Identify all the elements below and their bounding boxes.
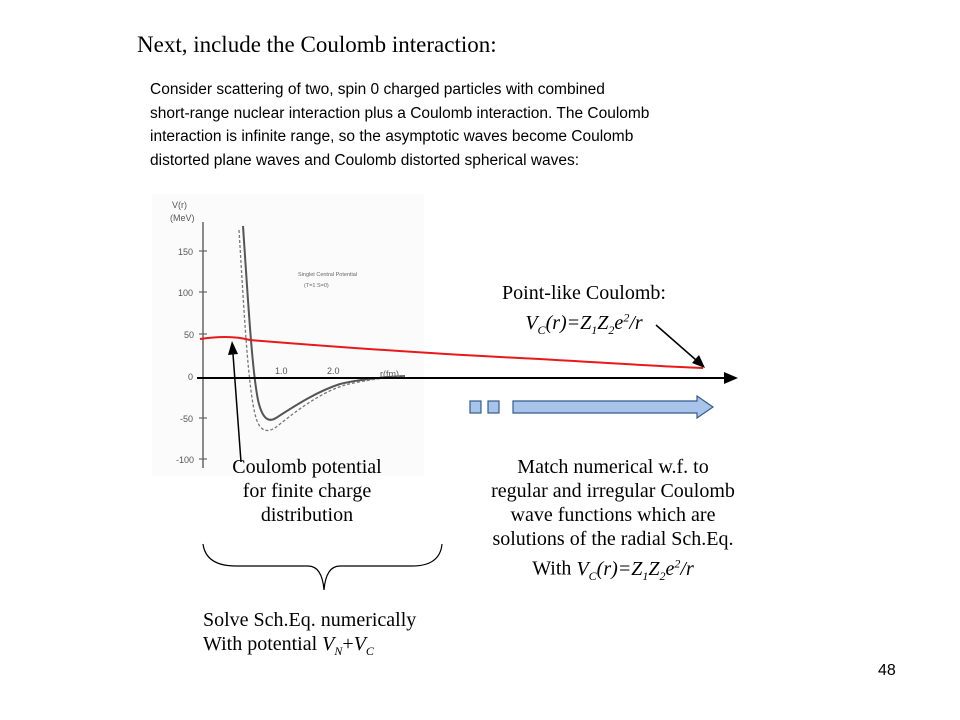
match-line: wave functions which are [510,504,716,526]
r-axis-arrowhead [724,372,738,384]
wave-arrow [512,394,715,420]
wave-block [487,400,500,414]
scan-ytick-label: 0 [188,372,193,382]
match-line: regular and irregular Coulomb [491,480,735,502]
wave-block [469,400,482,414]
point-like-label: Point-like Coulomb: VC(r)=Z1Z2e2/r [450,281,718,342]
finite-charge-pointer [232,353,242,463]
finite-charge-line: distribution [260,504,354,526]
finite-charge-label: Coulomb potential for finite charge dist… [196,455,418,527]
nuclear-potential-curve [242,225,406,421]
finite-charge-pointer-head [228,341,238,355]
intro-line: interaction is infinite range, so the as… [150,128,634,145]
scan-caption-sub: (T=1 S=0) [304,283,329,289]
match-line: solutions of the radial Sch.Eq. [492,528,734,550]
scan-ytick-label: -50 [180,414,193,424]
scan-ylabel-unit: (MeV) [170,213,195,223]
finite-charge-line: Coulomb potential [232,456,382,478]
scan-ytick-label: -100 [176,455,194,465]
nuclear-potential-curve-dashed [238,229,406,432]
solve-line: Solve Sch.Eq. numerically [203,609,417,631]
scan-y-ticks [199,250,207,460]
scan-ylabel: V(r) [172,200,187,210]
point-like-pointer-head [692,355,705,368]
match-line: Match numerical w.f. to [517,456,709,478]
scan-ytick-label: 150 [178,247,193,257]
point-like-pointer [655,324,697,361]
slide-title: Next, include the Coulomb interaction: [137,32,497,57]
scan-panel [152,194,424,476]
coulomb-potential-curve [199,335,704,369]
scan-xtick-label: 1.0 [275,366,288,376]
scan-xtick-label: 2.0 [327,366,340,376]
finite-charge-line: for finite charge [242,480,372,502]
curly-brace [202,543,443,591]
scan-caption: Singlet Central Potential [298,272,357,278]
solve-formula: With potential VN+VC [203,633,374,658]
scan-ytick-label: 50 [184,330,194,340]
scan-xlabel: r(fm) [380,369,399,379]
point-like-formula: VC(r)=Z1Z2e2/r [525,310,643,337]
intro-line: short-range nuclear interaction plus a C… [150,104,650,122]
intro-line: distorted plane waves and Coulomb distor… [150,151,580,169]
intro-line: Consider scattering of two, spin 0 charg… [150,81,605,98]
page-number: 48 [878,662,896,679]
point-like-title: Point-like Coulomb: [502,282,666,304]
match-formula: With VC(r)=Z1Z2e2/r [532,556,694,583]
intro-paragraph: Consider scattering of two, spin 0 charg… [150,78,790,172]
match-label: Match numerical w.f. to regular and irre… [448,455,778,588]
scan-ytick-label: 100 [178,288,193,298]
solve-label: Solve Sch.Eq. numerically With potential… [203,608,416,663]
